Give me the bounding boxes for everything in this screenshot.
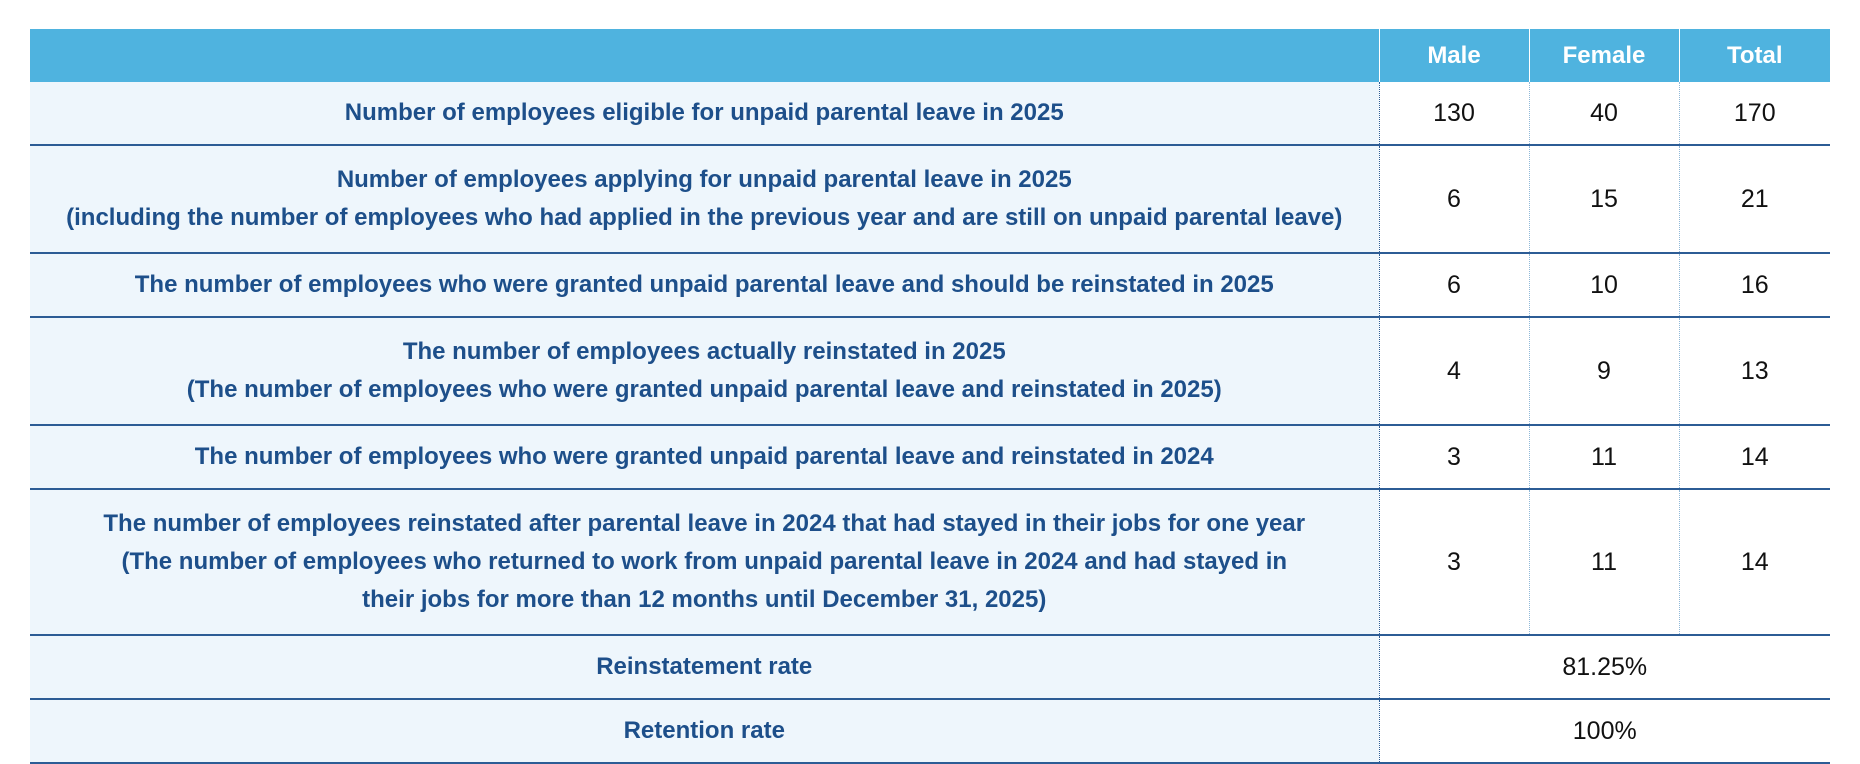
cell-total: 14 [1678, 425, 1830, 490]
cell-male: 6 [1379, 253, 1529, 318]
cell-male: 130 [1379, 82, 1529, 146]
cell-total: 14 [1678, 489, 1830, 636]
cell-total: 170 [1678, 82, 1830, 146]
header-total: Total [1678, 29, 1830, 82]
table-row: The number of employees who were granted… [30, 425, 1830, 490]
cell-female: 11 [1528, 489, 1679, 636]
row-label-line: The number of employees who were granted… [134, 271, 1274, 298]
table-row: Number of employees eligible for unpaid … [30, 82, 1830, 146]
cell-female: 11 [1528, 425, 1679, 490]
cell-female: 10 [1528, 253, 1679, 318]
cell-female: 40 [1528, 82, 1679, 146]
cell-female: 9 [1528, 317, 1679, 426]
row-label: The number of employees reinstated after… [30, 489, 1380, 636]
row-label-line: The number of employees actually reinsta… [402, 338, 1006, 365]
header-male: Male [1378, 29, 1529, 82]
row-label: Number of employees eligible for unpaid … [30, 82, 1380, 146]
table-row: Number of employees applying for unpaid … [30, 145, 1830, 254]
row-label-line: Number of employees applying for unpaid … [336, 166, 1072, 193]
row-label-line: (The number of employees who returned to… [121, 548, 1288, 575]
header-row: Male Female Total [30, 29, 1830, 82]
row-label: The number of employees actually reinsta… [30, 317, 1380, 426]
rate-row: Retention rate 100% [30, 699, 1830, 764]
parental-leave-table-container: Male Female Total Number of employees el… [30, 29, 1830, 764]
row-label-line: The number of employees who were granted… [194, 443, 1214, 470]
row-label: The number of employees who were granted… [30, 425, 1380, 490]
row-label-line: The number of employees reinstated after… [103, 510, 1306, 537]
cell-total: 13 [1678, 317, 1830, 426]
row-label-line: their jobs for more than 12 months until… [362, 586, 1047, 613]
rate-label: Retention rate [30, 699, 1380, 764]
table-row: The number of employees actually reinsta… [30, 317, 1830, 426]
cell-female: 15 [1528, 145, 1679, 254]
header-blank-cell [30, 29, 1379, 82]
cell-male: 4 [1379, 317, 1529, 426]
parental-leave-table: Male Female Total Number of employees el… [30, 29, 1830, 764]
rate-value: 100% [1379, 699, 1830, 764]
cell-male: 3 [1379, 489, 1529, 636]
rate-row: Reinstatement rate 81.25% [30, 635, 1830, 700]
rate-label: Reinstatement rate [30, 635, 1380, 700]
header-female: Female [1528, 29, 1679, 82]
cell-total: 16 [1678, 253, 1830, 318]
row-label: The number of employees who were granted… [30, 253, 1380, 318]
cell-total: 21 [1678, 145, 1830, 254]
table-row: The number of employees reinstated after… [30, 489, 1830, 636]
rate-value: 81.25% [1379, 635, 1830, 700]
row-label-line: Number of employees eligible for unpaid … [344, 99, 1064, 126]
row-label: Number of employees applying for unpaid … [30, 145, 1380, 254]
row-label-line: (The number of employees who were grante… [186, 376, 1222, 403]
table-row: The number of employees who were granted… [30, 253, 1830, 318]
row-label-line: (including the number of employees who h… [66, 204, 1343, 231]
cell-male: 6 [1379, 145, 1529, 254]
cell-male: 3 [1379, 425, 1529, 490]
